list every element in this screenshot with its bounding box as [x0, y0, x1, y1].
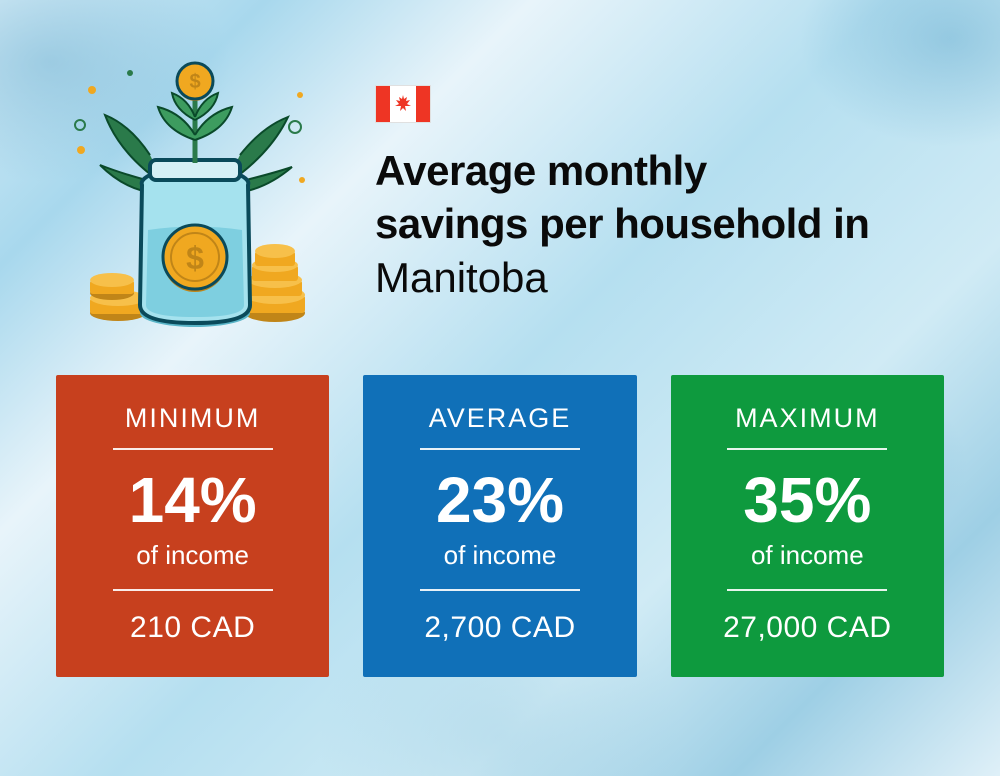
- decorative-dot: [297, 92, 303, 98]
- stat-card-minimum: MINIMUM 14% of income 210 CAD: [56, 375, 329, 677]
- card-percent: 23%: [387, 468, 612, 532]
- svg-text:$: $: [186, 240, 204, 276]
- canada-flag-icon: [375, 85, 431, 123]
- card-percent: 35%: [695, 468, 920, 532]
- svg-text:$: $: [189, 71, 200, 93]
- decorative-dot: [88, 86, 96, 94]
- card-amount: 210 CAD: [80, 611, 305, 645]
- title-region: Manitoba: [375, 252, 869, 305]
- stat-card-maximum: MAXIMUM 35% of income 27,000 CAD: [671, 375, 944, 677]
- card-percent: 14%: [80, 468, 305, 532]
- title-line-1: Average monthly: [375, 145, 869, 198]
- header-section: $ $ Average monthly savings: [0, 0, 1000, 355]
- card-sub: of income: [727, 540, 887, 591]
- stat-card-average: AVERAGE 23% of income 2,700 CAD: [363, 375, 636, 677]
- card-sub: of income: [113, 540, 273, 591]
- card-sub: of income: [420, 540, 580, 591]
- card-label: MINIMUM: [113, 403, 273, 450]
- stat-cards-row: MINIMUM 14% of income 210 CAD AVERAGE 23…: [0, 355, 1000, 677]
- coin-stack-left: [90, 273, 146, 321]
- title-line-2: savings per household in: [375, 198, 869, 251]
- decorative-dot: [299, 177, 305, 183]
- decorative-dot: [127, 70, 133, 76]
- card-amount: 27,000 CAD: [695, 611, 920, 645]
- decorative-ring: [75, 120, 85, 130]
- savings-jar-illustration: $ $: [70, 55, 320, 335]
- card-label: MAXIMUM: [727, 403, 887, 450]
- heading-area: Average monthly savings per household in…: [375, 55, 869, 305]
- card-amount: 2,700 CAD: [387, 611, 612, 645]
- decorative-dot: [77, 146, 85, 154]
- coin-stack-right: [245, 244, 305, 322]
- card-label: AVERAGE: [420, 403, 580, 450]
- savings-jar: $: [140, 160, 250, 327]
- decorative-ring: [289, 121, 301, 133]
